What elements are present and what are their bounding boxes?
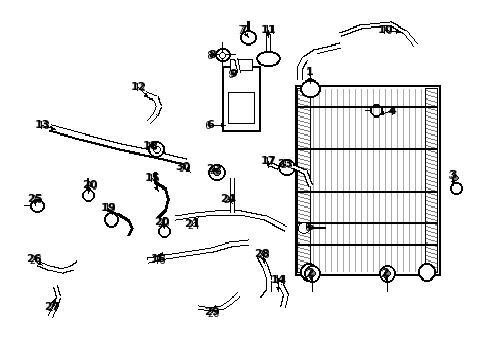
Text: 12: 12 <box>130 82 145 92</box>
Text: 20: 20 <box>154 217 169 228</box>
Text: 16: 16 <box>150 255 165 264</box>
Text: 1: 1 <box>305 67 313 77</box>
Text: 19: 19 <box>100 203 116 212</box>
Text: 28: 28 <box>254 249 269 259</box>
Text: 4: 4 <box>387 106 395 116</box>
Text: 11: 11 <box>260 24 275 35</box>
Text: 14: 14 <box>270 275 285 284</box>
Text: 9: 9 <box>228 69 237 79</box>
Text: 13: 13 <box>34 120 50 130</box>
Text: 27: 27 <box>44 302 60 312</box>
Text: 20: 20 <box>82 180 98 190</box>
Text: 15: 15 <box>144 173 160 183</box>
Text: 26: 26 <box>26 255 42 264</box>
Text: 23: 23 <box>277 159 292 169</box>
Text: 25: 25 <box>27 194 42 204</box>
Text: 30: 30 <box>175 162 190 172</box>
Text: 17: 17 <box>260 156 275 166</box>
Text: 2: 2 <box>305 268 313 278</box>
Text: 22: 22 <box>206 165 221 174</box>
Text: 10: 10 <box>377 24 392 35</box>
Text: 29: 29 <box>204 307 220 318</box>
Text: 18: 18 <box>142 141 158 151</box>
Text: 8: 8 <box>208 50 215 60</box>
Text: 7: 7 <box>239 24 246 35</box>
Text: 5: 5 <box>305 222 313 231</box>
Text: 21: 21 <box>184 220 199 229</box>
Text: 2: 2 <box>380 268 388 278</box>
Text: 24: 24 <box>220 194 235 204</box>
Text: 6: 6 <box>205 120 214 130</box>
Text: 3: 3 <box>448 170 456 180</box>
